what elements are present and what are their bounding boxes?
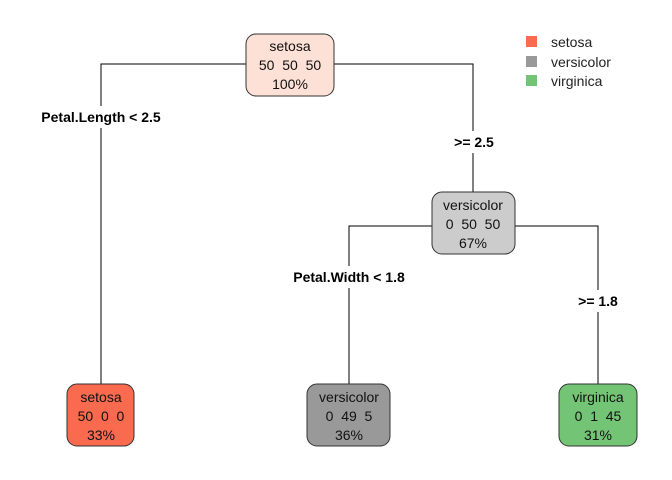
node-class-n6: versicolor <box>319 389 379 405</box>
node-box-n7 <box>558 383 638 447</box>
legend-swatch-setosa <box>526 36 537 47</box>
split-text-n3-right: >= 1.8 <box>578 293 618 309</box>
node-counts-n2: 50 0 0 <box>78 408 125 424</box>
split-label-root-left: Petal.Length < 2.5 <box>30 106 172 128</box>
edge-n3-left <box>348 225 432 384</box>
legend: setosa versicolor virginica <box>526 34 611 89</box>
node-box-n3 <box>431 191 516 255</box>
legend-swatch-versicolor <box>526 56 537 67</box>
split-text-root-right: >= 2.5 <box>454 134 494 150</box>
legend-swatch-virginica <box>526 75 537 86</box>
node-percent-n6: 36% <box>335 427 363 443</box>
node-percent-n3: 67% <box>459 235 487 251</box>
node-box-n6 <box>306 383 391 447</box>
node-n3: versicolor 0 50 50 67% <box>431 191 516 255</box>
legend-item-setosa: setosa <box>526 34 592 50</box>
node-counts-n6: 0 49 5 <box>326 408 373 424</box>
node-class-n3: versicolor <box>443 197 503 213</box>
split-text-root-left: Petal.Length < 2.5 <box>41 109 161 125</box>
node-n2: setosa 50 0 0 33% <box>66 383 135 447</box>
legend-label-versicolor: versicolor <box>551 54 611 70</box>
tree-edges <box>100 63 599 384</box>
node-n6: versicolor 0 49 5 36% <box>306 383 391 447</box>
edge-root-left <box>100 63 247 384</box>
legend-label-virginica: virginica <box>551 73 603 89</box>
node-percent-n7: 31% <box>584 427 612 443</box>
node-counts-n7: 0 1 45 <box>575 408 622 424</box>
edge-root-right <box>334 63 474 192</box>
node-percent-root: 100% <box>272 76 308 92</box>
node-n7: virginica 0 1 45 31% <box>558 383 638 447</box>
node-counts-root: 50 50 50 <box>259 57 321 73</box>
legend-item-virginica: virginica <box>526 73 603 89</box>
split-label-root-right: >= 2.5 <box>448 131 500 153</box>
node-class-n7: virginica <box>572 389 624 405</box>
split-label-n3-left: Petal.Width < 1.8 <box>283 266 415 288</box>
node-counts-n3: 0 50 50 <box>446 216 501 232</box>
legend-label-setosa: setosa <box>551 34 592 50</box>
node-percent-n2: 33% <box>87 427 115 443</box>
node-class-root: setosa <box>269 38 310 54</box>
node-box-n2 <box>66 383 135 447</box>
node-class-n2: setosa <box>80 389 121 405</box>
legend-item-versicolor: versicolor <box>526 54 611 70</box>
edge-n3-right <box>514 225 599 384</box>
node-box-root <box>245 33 335 97</box>
node-root: setosa 50 50 50 100% <box>245 33 335 97</box>
split-text-n3-left: Petal.Width < 1.8 <box>293 269 405 285</box>
split-label-n3-right: >= 1.8 <box>573 290 623 312</box>
